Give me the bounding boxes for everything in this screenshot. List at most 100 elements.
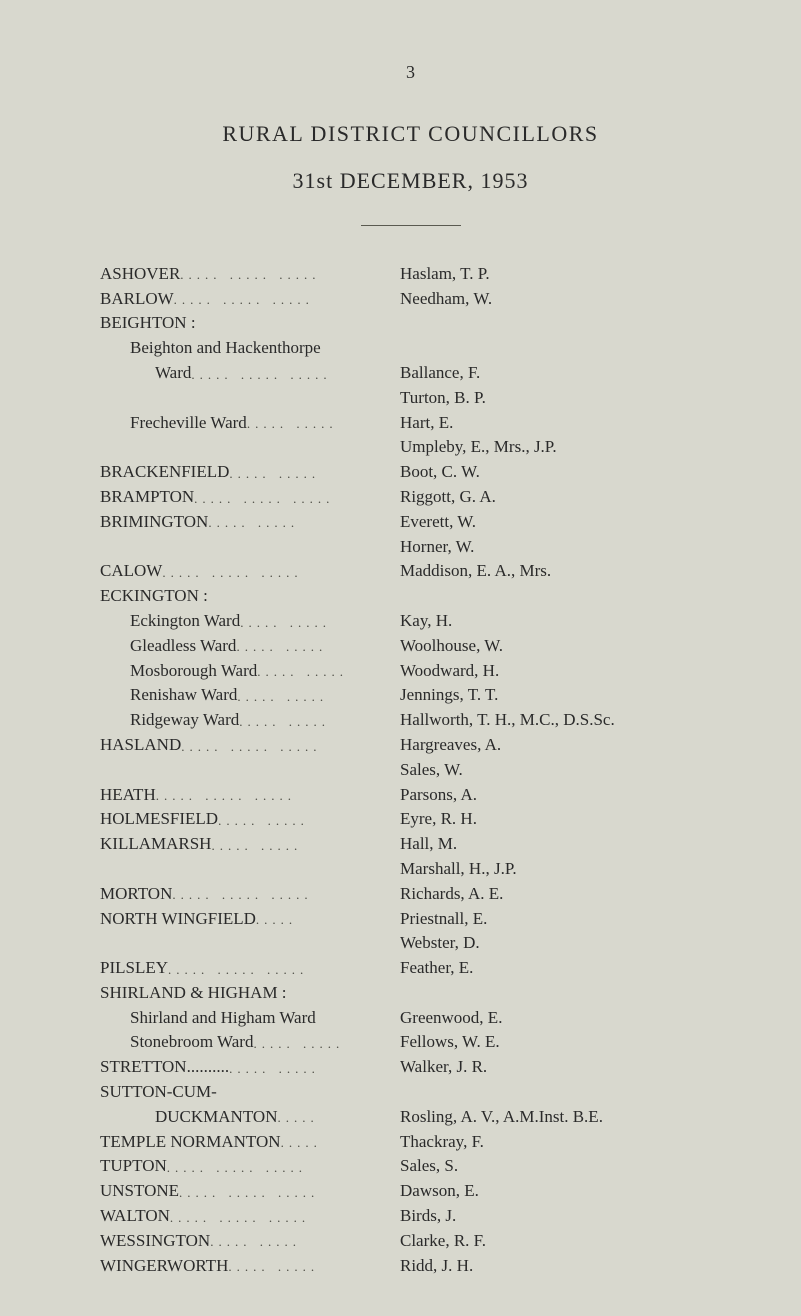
leader-dots: ..... ..... ..... bbox=[172, 886, 312, 905]
councillor-name: Priestnall, E. bbox=[400, 907, 721, 931]
left-cell: BRIMINGTON ..... ..... bbox=[100, 510, 400, 534]
list-row: Sales, W. bbox=[100, 758, 721, 782]
councillor-name: Jennings, T. T. bbox=[400, 683, 721, 707]
left-cell: Ward ..... ..... ..... bbox=[100, 361, 400, 385]
councillor-name: Hargreaves, A. bbox=[400, 733, 721, 757]
leader-dots: ..... bbox=[281, 1134, 322, 1153]
left-cell: Renishaw Ward ..... ..... bbox=[100, 683, 400, 707]
list-row: HOLMESFIELD ..... .....Eyre, R. H. bbox=[100, 807, 721, 831]
ward-name: HOLMESFIELD bbox=[100, 809, 218, 828]
councillor-name: Umpleby, E., Mrs., J.P. bbox=[400, 435, 721, 459]
leader-dots: ..... ..... bbox=[218, 812, 309, 831]
left-cell bbox=[100, 386, 400, 410]
list-row: Ward ..... ..... .....Ballance, F. bbox=[100, 361, 721, 385]
councillor-name: Boot, C. W. bbox=[400, 460, 721, 484]
councillor-name: Walker, J. R. bbox=[400, 1055, 721, 1079]
leader-dots: ..... ..... bbox=[257, 663, 348, 682]
leader-dots: ..... ..... ..... bbox=[167, 1159, 307, 1178]
left-cell: MORTON ..... ..... ..... bbox=[100, 882, 400, 906]
left-cell: DUCKMANTON ..... bbox=[100, 1105, 400, 1129]
left-cell: Beighton and Hackenthorpe bbox=[100, 336, 400, 360]
list-row: DUCKMANTON .....Rosling, A. V., A.M.Inst… bbox=[100, 1105, 721, 1129]
leader-dots: ..... ..... ..... bbox=[194, 490, 334, 509]
councillor-name bbox=[400, 311, 721, 335]
list-row: Frecheville Ward ..... .....Hart, E. bbox=[100, 411, 721, 435]
leader-dots: ..... ..... ..... bbox=[162, 564, 302, 583]
ward-name: BRAMPTON bbox=[100, 487, 194, 506]
councillor-name: Sales, W. bbox=[400, 758, 721, 782]
councillor-name bbox=[400, 584, 721, 608]
left-cell: ECKINGTON : bbox=[100, 584, 400, 608]
ward-name: BEIGHTON : bbox=[100, 313, 196, 332]
ward-name: SUTTON-CUM- bbox=[100, 1082, 217, 1101]
list-row: TUPTON ..... ..... .....Sales, S. bbox=[100, 1154, 721, 1178]
left-cell: CALOW ..... ..... ..... bbox=[100, 559, 400, 583]
leader-dots: ..... ..... bbox=[211, 837, 302, 856]
left-cell: STRETTON.......... ..... ..... bbox=[100, 1055, 400, 1079]
list-row: BRIMINGTON ..... .....Everett, W. bbox=[100, 510, 721, 534]
list-row: MORTON ..... ..... .....Richards, A. E. bbox=[100, 882, 721, 906]
list-row: BRACKENFIELD ..... .....Boot, C. W. bbox=[100, 460, 721, 484]
ward-name: TEMPLE NORMANTON bbox=[100, 1132, 281, 1151]
councillor-name bbox=[400, 336, 721, 360]
left-cell bbox=[100, 535, 400, 559]
list-row: Horner, W. bbox=[100, 535, 721, 559]
list-row: CALOW ..... ..... .....Maddison, E. A., … bbox=[100, 559, 721, 583]
left-cell bbox=[100, 857, 400, 881]
councillor-name: Eyre, R. H. bbox=[400, 807, 721, 831]
leader-dots: ..... ..... ..... bbox=[168, 961, 308, 980]
ward-name: MORTON bbox=[100, 884, 172, 903]
councillor-name: Everett, W. bbox=[400, 510, 721, 534]
ward-name: ASHOVER bbox=[100, 264, 180, 283]
councillor-name bbox=[400, 981, 721, 1005]
councillor-name bbox=[400, 1080, 721, 1104]
left-cell bbox=[100, 435, 400, 459]
left-cell: ASHOVER ..... ..... ..... bbox=[100, 262, 400, 286]
ward-name: Beighton and Hackenthorpe bbox=[100, 338, 321, 357]
list-row: ECKINGTON : bbox=[100, 584, 721, 608]
left-cell: NORTH WINGFIELD ..... bbox=[100, 907, 400, 931]
ward-name: KILLAMARSH bbox=[100, 834, 211, 853]
councillor-name: Needham, W. bbox=[400, 287, 721, 311]
leader-dots: ..... ..... bbox=[210, 1233, 301, 1252]
leader-dots: ..... ..... bbox=[229, 1060, 320, 1079]
councillor-name: Richards, A. E. bbox=[400, 882, 721, 906]
ward-name: HEATH bbox=[100, 785, 156, 804]
list-row: Turton, B. P. bbox=[100, 386, 721, 410]
councillor-name: Horner, W. bbox=[400, 535, 721, 559]
leader-dots: ..... ..... bbox=[228, 1258, 319, 1277]
leader-dots: ..... ..... bbox=[237, 688, 328, 707]
list-row: SUTTON-CUM- bbox=[100, 1080, 721, 1104]
councillor-name: Dawson, E. bbox=[400, 1179, 721, 1203]
list-row: ASHOVER ..... ..... .....Haslam, T. P. bbox=[100, 262, 721, 286]
left-cell: BEIGHTON : bbox=[100, 311, 400, 335]
divider-line bbox=[361, 225, 461, 226]
ward-name: BRIMINGTON bbox=[100, 512, 208, 531]
ward-name: PILSLEY bbox=[100, 958, 168, 977]
councillor-name: Marshall, H., J.P. bbox=[400, 857, 721, 881]
left-cell: Ridgeway Ward ..... ..... bbox=[100, 708, 400, 732]
ward-name: Renishaw Ward bbox=[100, 685, 237, 704]
councillor-name: Woodward, H. bbox=[400, 659, 721, 683]
councillor-name: Kay, H. bbox=[400, 609, 721, 633]
left-cell: HOLMESFIELD ..... ..... bbox=[100, 807, 400, 831]
ward-name: STRETTON.......... bbox=[100, 1057, 229, 1076]
ward-name: WESSINGTON bbox=[100, 1231, 210, 1250]
left-cell: Eckington Ward ..... ..... bbox=[100, 609, 400, 633]
left-cell: Gleadless Ward ..... ..... bbox=[100, 634, 400, 658]
leader-dots: ..... ..... ..... bbox=[179, 1184, 319, 1203]
left-cell: TUPTON ..... ..... ..... bbox=[100, 1154, 400, 1178]
leader-dots: ..... ..... bbox=[229, 465, 320, 484]
councillor-name: Sales, S. bbox=[400, 1154, 721, 1178]
left-cell bbox=[100, 758, 400, 782]
councillor-name: Clarke, R. F. bbox=[400, 1229, 721, 1253]
councillor-name: Feather, E. bbox=[400, 956, 721, 980]
ward-name: UNSTONE bbox=[100, 1181, 179, 1200]
left-cell: Stonebroom Ward ..... ..... bbox=[100, 1030, 400, 1054]
councillor-name: Rosling, A. V., A.M.Inst. B.E. bbox=[400, 1105, 721, 1129]
ward-name: Eckington Ward bbox=[100, 611, 240, 630]
list-row: Webster, D. bbox=[100, 931, 721, 955]
title-line-1: RURAL DISTRICT COUNCILLORS bbox=[100, 119, 721, 150]
list-row: Gleadless Ward ..... .....Woolhouse, W. bbox=[100, 634, 721, 658]
ward-name: Shirland and Higham Ward bbox=[100, 1008, 316, 1027]
